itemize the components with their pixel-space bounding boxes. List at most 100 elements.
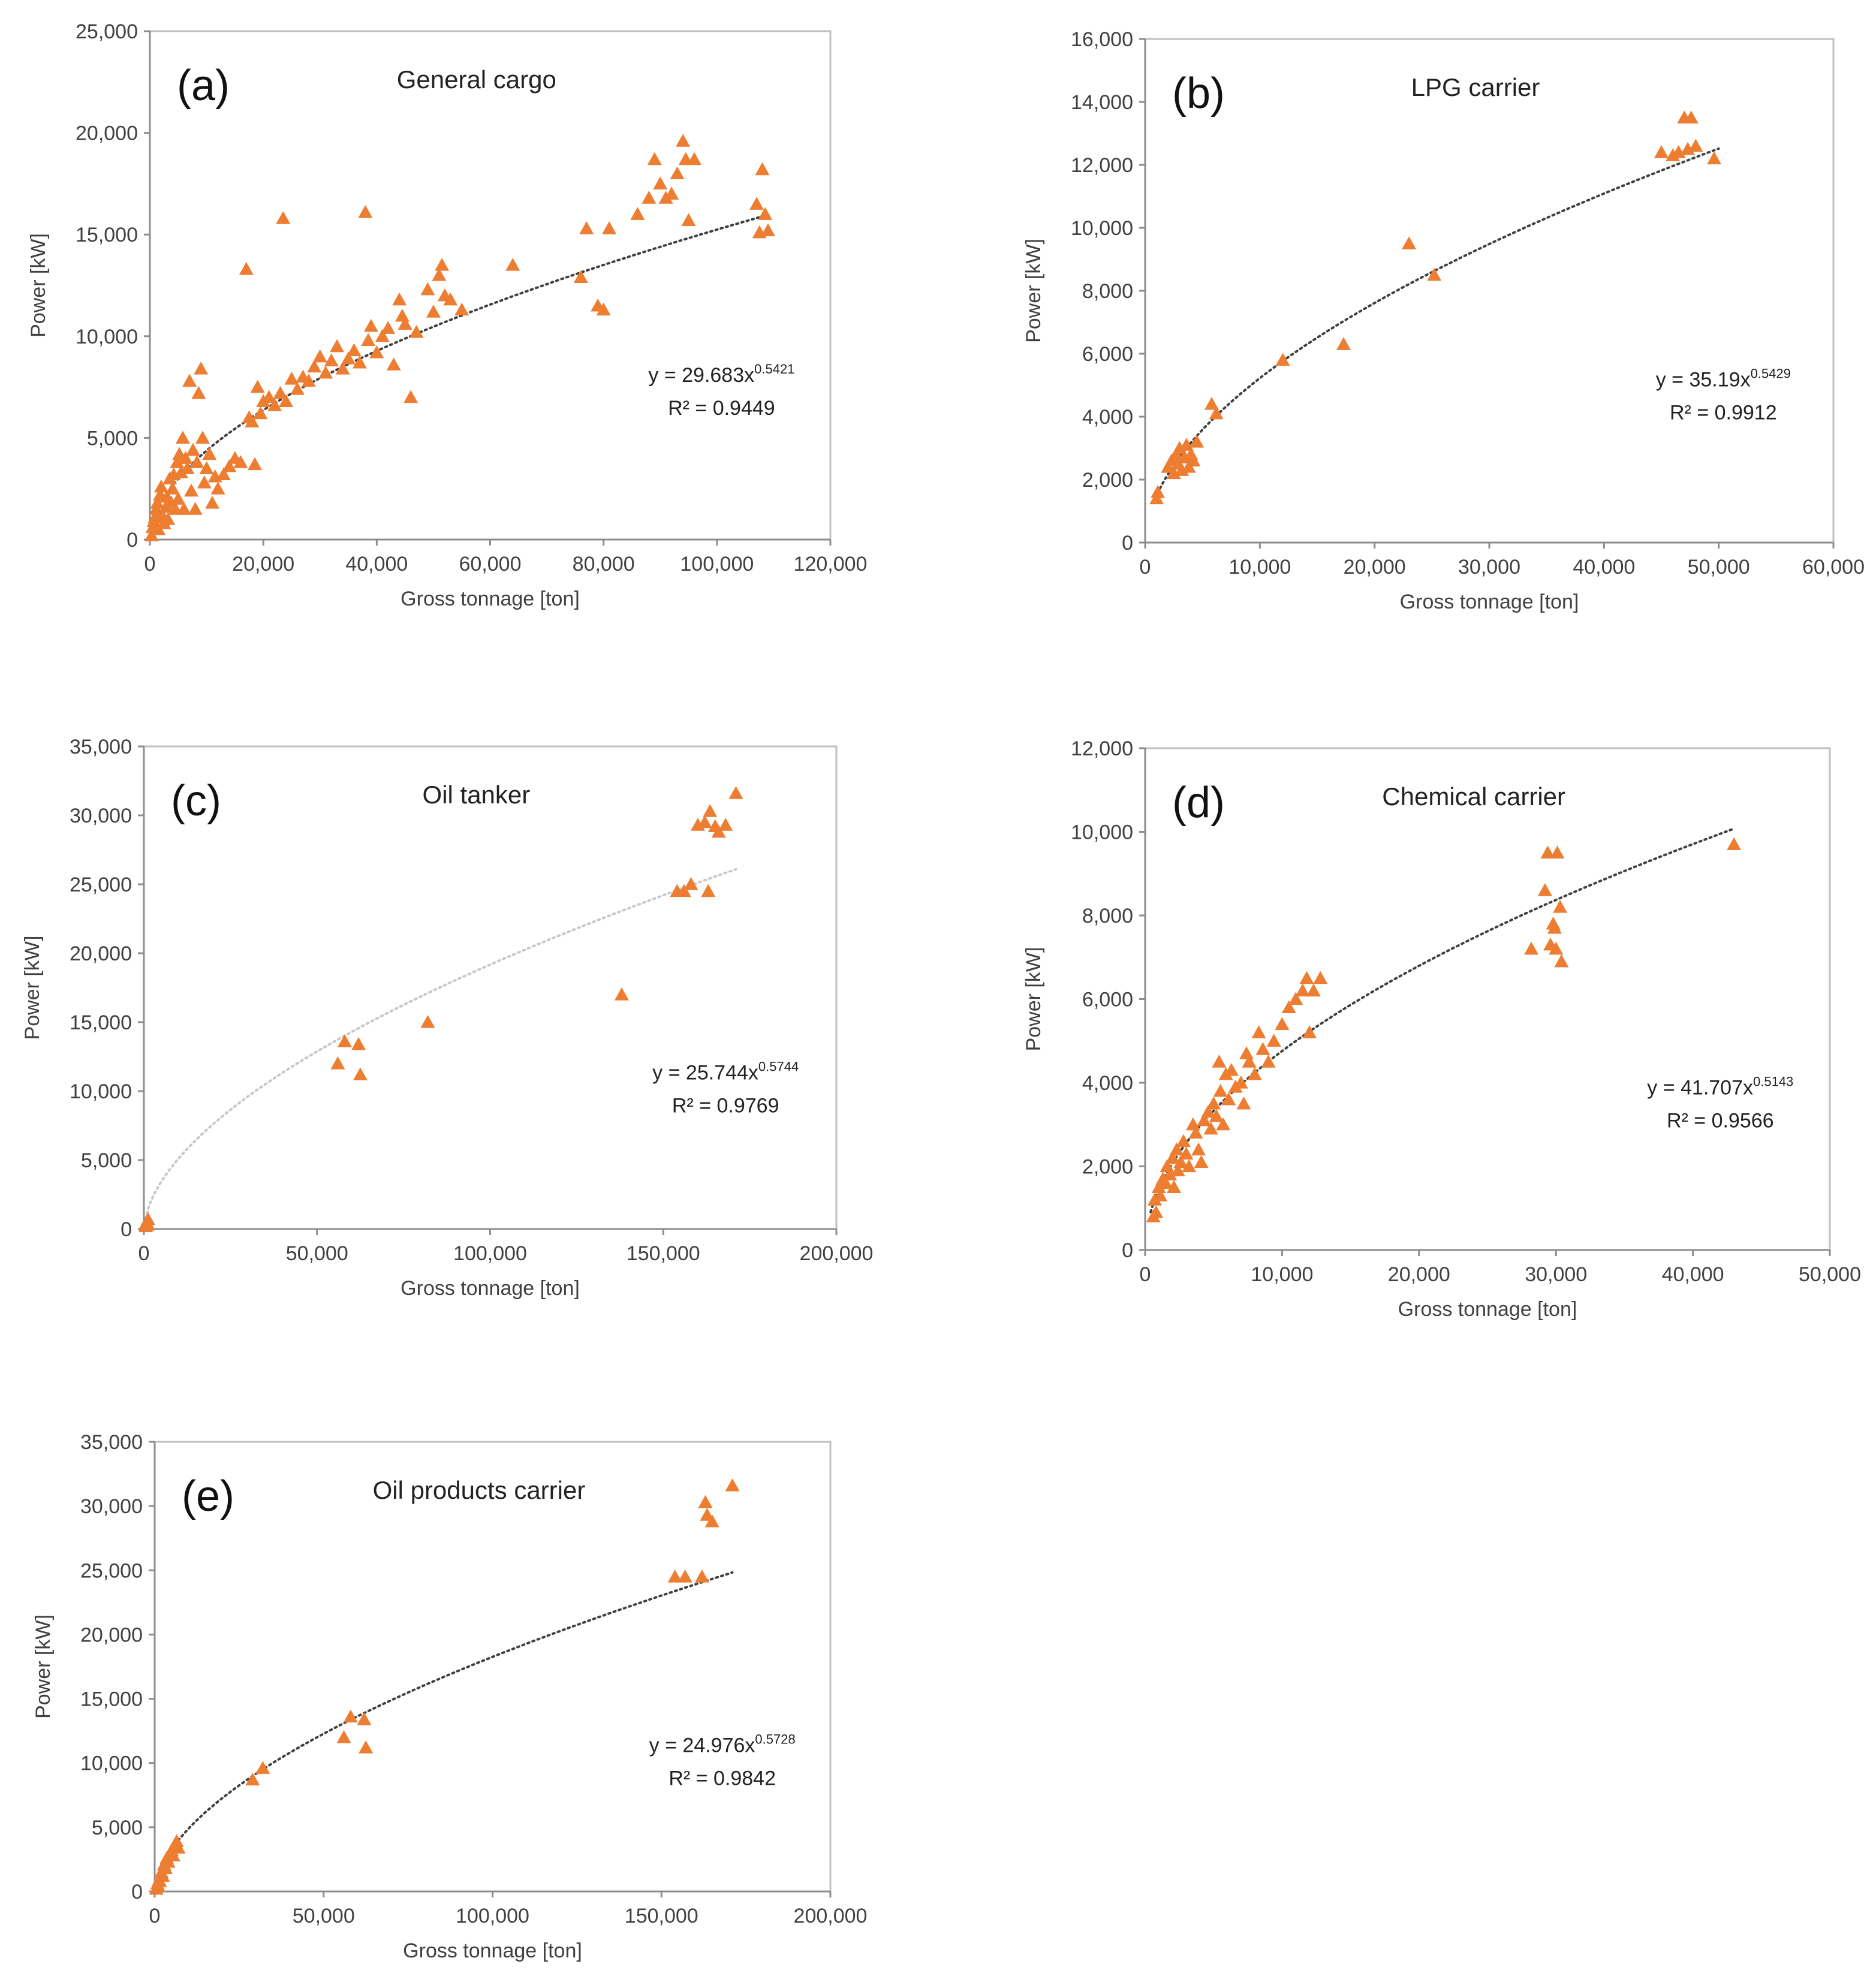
y-tick-label: 15,000 (80, 1688, 143, 1711)
data-point (1247, 1067, 1262, 1080)
data-point (1158, 1176, 1173, 1189)
data-point (1201, 1104, 1216, 1118)
x-tick-label: 40,000 (345, 553, 408, 576)
x-tick-label: 60,000 (459, 553, 522, 576)
data-point (336, 1730, 351, 1743)
data-point (1239, 1046, 1254, 1059)
y-axis-title: Power [kW] (1022, 947, 1045, 1052)
data-point (677, 1570, 692, 1583)
y-tick-label: 8,000 (1082, 280, 1133, 303)
data-point (1524, 941, 1539, 955)
y-tick-label: 25,000 (76, 20, 138, 43)
data-point (358, 204, 373, 218)
trend-equation: y = 29.683x0.5421 (648, 362, 794, 387)
data-point (165, 481, 180, 495)
panel-label: (e) (182, 1472, 234, 1520)
data-point (1554, 954, 1569, 968)
data-point (330, 339, 345, 353)
y-tick-label: 4,000 (1082, 1072, 1133, 1095)
trend-equation-exponent: 0.5429 (1751, 366, 1791, 381)
data-point (1194, 1155, 1209, 1168)
data-point (647, 152, 662, 165)
data-point (1221, 1092, 1236, 1106)
data-point (1302, 1025, 1317, 1038)
x-tick-label: 10,000 (1228, 556, 1291, 579)
data-point (1266, 1034, 1281, 1047)
data-point (667, 1570, 682, 1583)
data-point (290, 381, 305, 395)
data-point (381, 321, 396, 334)
data-point (758, 207, 773, 220)
data-point (1540, 845, 1555, 859)
chart-title: Chemical carrier (1382, 782, 1565, 811)
data-point (1547, 920, 1562, 934)
x-tick-label: 30,000 (1525, 1263, 1587, 1286)
data-point (1153, 1188, 1168, 1201)
data-point (140, 1212, 155, 1225)
data-point (188, 502, 203, 515)
x-tick-label: 20,000 (1344, 556, 1406, 579)
data-point (1275, 353, 1290, 366)
data-point (1402, 236, 1417, 249)
data-point (579, 221, 594, 234)
data-point (222, 459, 237, 472)
trend-equation-exponent: 0.5744 (758, 1059, 799, 1074)
data-point (1688, 138, 1703, 152)
data-point (392, 292, 407, 306)
data-point (202, 447, 217, 460)
plot-area (149, 30, 832, 541)
data-point (1427, 267, 1442, 281)
data-point (180, 461, 195, 474)
data-point (273, 385, 288, 399)
y-axis-title: Power [kW] (27, 233, 50, 338)
data-point (1185, 1117, 1200, 1131)
x-tick-label: 50,000 (1799, 1263, 1861, 1286)
data-point (728, 786, 743, 799)
trend-line (143, 868, 737, 1225)
data-point (184, 483, 199, 497)
y-tick-label: 10,000 (70, 1080, 132, 1103)
x-tick-label: 100,000 (680, 553, 754, 576)
data-point (630, 207, 645, 220)
y-tick-label: 5,000 (87, 427, 138, 450)
data-point (341, 351, 356, 365)
data-point (420, 1015, 435, 1028)
trend-line (150, 215, 764, 528)
data-point (185, 442, 200, 456)
data-point (1209, 406, 1224, 420)
y-tick-label: 35,000 (70, 736, 132, 758)
plot-area (1144, 747, 1831, 1251)
data-point (681, 213, 696, 227)
data-point (1206, 1096, 1221, 1110)
y-tick-label: 2,000 (1082, 469, 1133, 492)
data-point (239, 261, 254, 275)
data-point (169, 1834, 184, 1848)
x-tick-label: 200,000 (794, 1905, 868, 1927)
data-point (330, 1056, 345, 1070)
chart-panel-2: 0 50,000 100,000 150,000 200,000 0 5,000 10,000… (21, 736, 873, 1300)
data-point (312, 349, 327, 363)
y-axis-title: Power [kW] (1022, 239, 1045, 343)
data-point (171, 1841, 186, 1854)
x-tick-label: 20,000 (1388, 1263, 1450, 1286)
data-point (361, 333, 376, 347)
chart-panel-3: 0 10,000 20,000 30,000 40,000 50,000 0 2,000 4,0… (1022, 737, 1861, 1321)
data-point (420, 282, 435, 296)
data-point (343, 1709, 358, 1723)
y-axis-title: Power [kW] (32, 1614, 55, 1719)
x-tick-label: 100,000 (453, 1242, 527, 1265)
data-point (191, 385, 206, 399)
y-tick-label: 35,000 (80, 1431, 143, 1454)
data-point (1313, 971, 1328, 984)
data-point (178, 451, 193, 464)
data-point (276, 211, 291, 224)
data-point (1727, 837, 1742, 851)
data-point (1216, 1117, 1231, 1131)
x-tick-label: 30,000 (1458, 556, 1520, 579)
data-point (1299, 971, 1314, 984)
y-tick-label: 25,000 (70, 873, 132, 896)
data-point (1166, 1180, 1181, 1193)
y-tick-label: 20,000 (76, 122, 138, 145)
data-point (725, 1478, 740, 1492)
trend-equation-exponent: 0.5421 (754, 362, 794, 376)
